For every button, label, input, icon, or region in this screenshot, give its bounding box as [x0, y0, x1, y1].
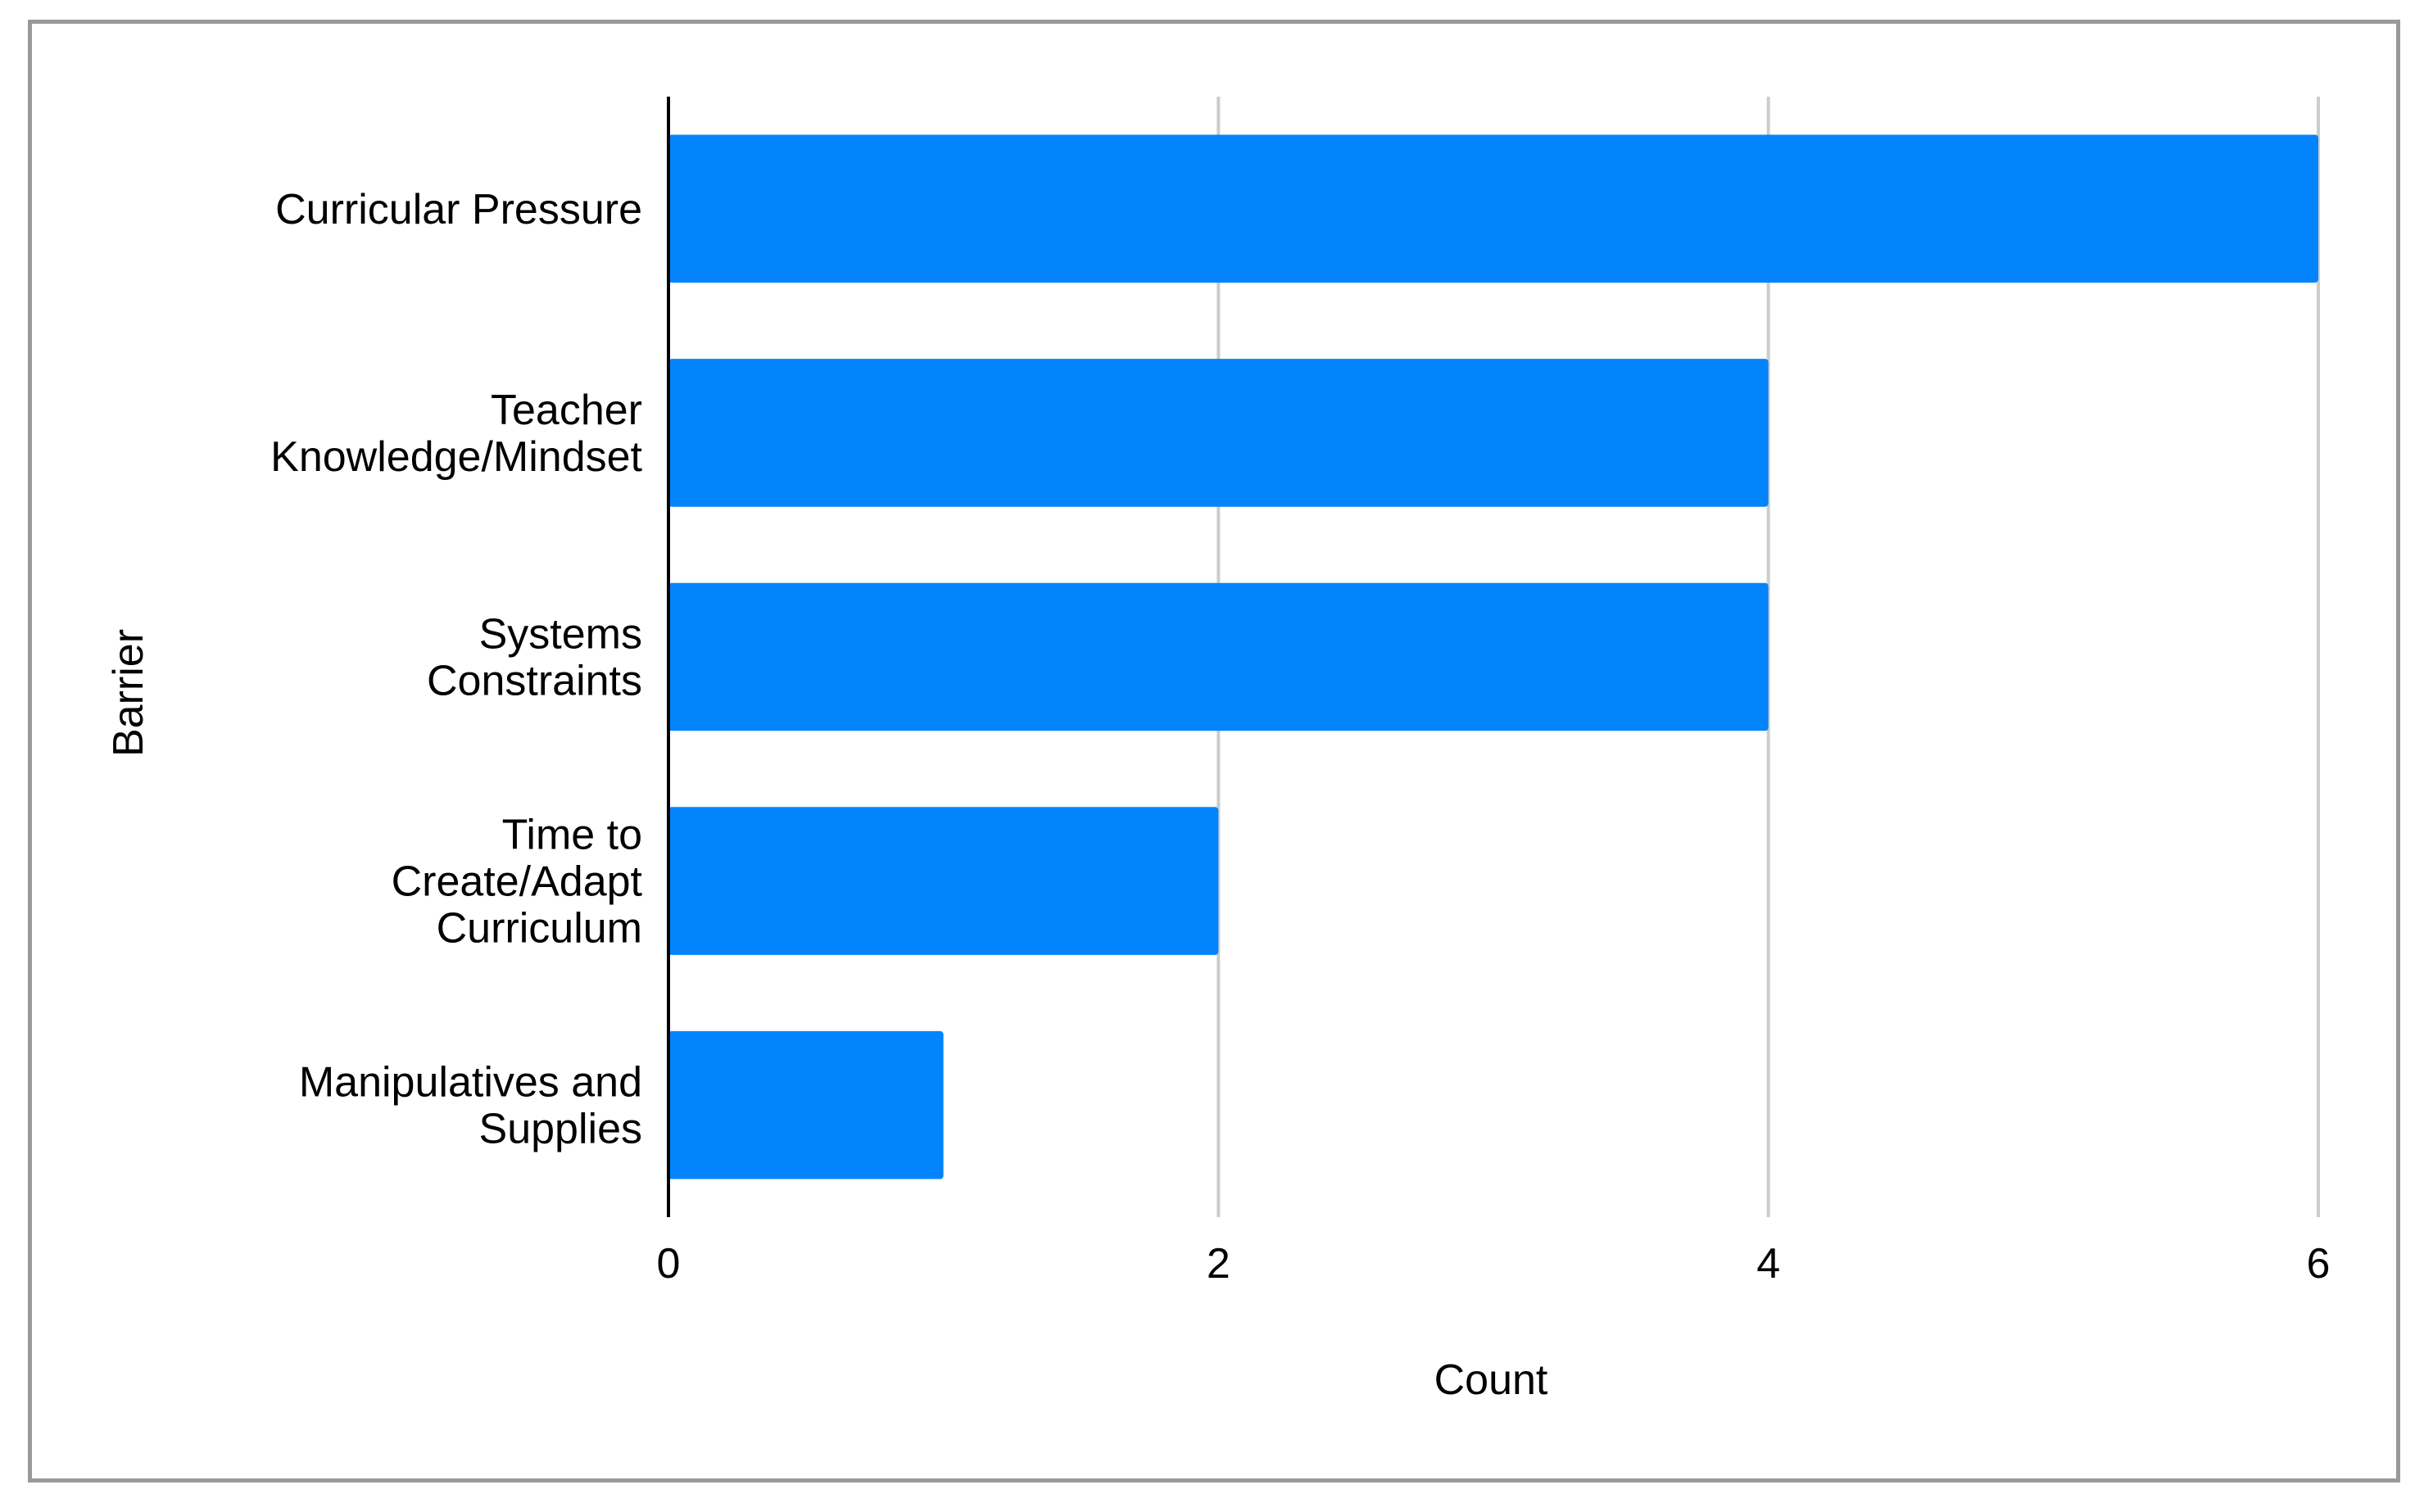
category-label-line: Systems: [479, 611, 642, 659]
category-label-line: Curriculum: [437, 905, 642, 953]
category-label: Time to Create/Adapt Curriculum: [392, 812, 643, 953]
category-label-line: Create/Adapt: [392, 858, 643, 906]
category-label-line: Teacher: [491, 387, 642, 434]
category-label-line: Supplies: [479, 1106, 642, 1153]
bar: [668, 582, 1769, 731]
x-tick-label: 6: [2307, 1240, 2331, 1288]
category-labels: Curricular Pressure Teacher Knowledge/Mind…: [270, 186, 642, 1153]
x-tick-labels: 0 2 4 6: [657, 1240, 2331, 1288]
category-label-line: Knowledge/Mindset: [270, 433, 642, 481]
y-axis-title: Barrier: [105, 629, 152, 757]
bar: [668, 807, 1219, 955]
category-label: Manipulatives and Supplies: [299, 1059, 642, 1153]
category-label: Curricular Pressure: [275, 186, 642, 233]
category-label-line: Constraints: [427, 658, 642, 705]
x-tick-label: 2: [1207, 1240, 1230, 1288]
bar: [668, 134, 2318, 283]
category-label-line: Curricular Pressure: [275, 186, 642, 233]
x-axis-title: Count: [1434, 1356, 1548, 1404]
bars: [668, 134, 2318, 1179]
bar: [668, 1030, 944, 1179]
category-label: Systems Constraints: [427, 611, 642, 705]
category-label: Teacher Knowledge/Mindset: [270, 387, 642, 481]
bar: [668, 359, 1769, 507]
x-tick-label: 4: [1756, 1240, 1780, 1288]
category-label-line: Time to: [502, 812, 642, 859]
category-label-line: Manipulatives and: [299, 1059, 642, 1107]
x-tick-label: 0: [657, 1240, 681, 1288]
